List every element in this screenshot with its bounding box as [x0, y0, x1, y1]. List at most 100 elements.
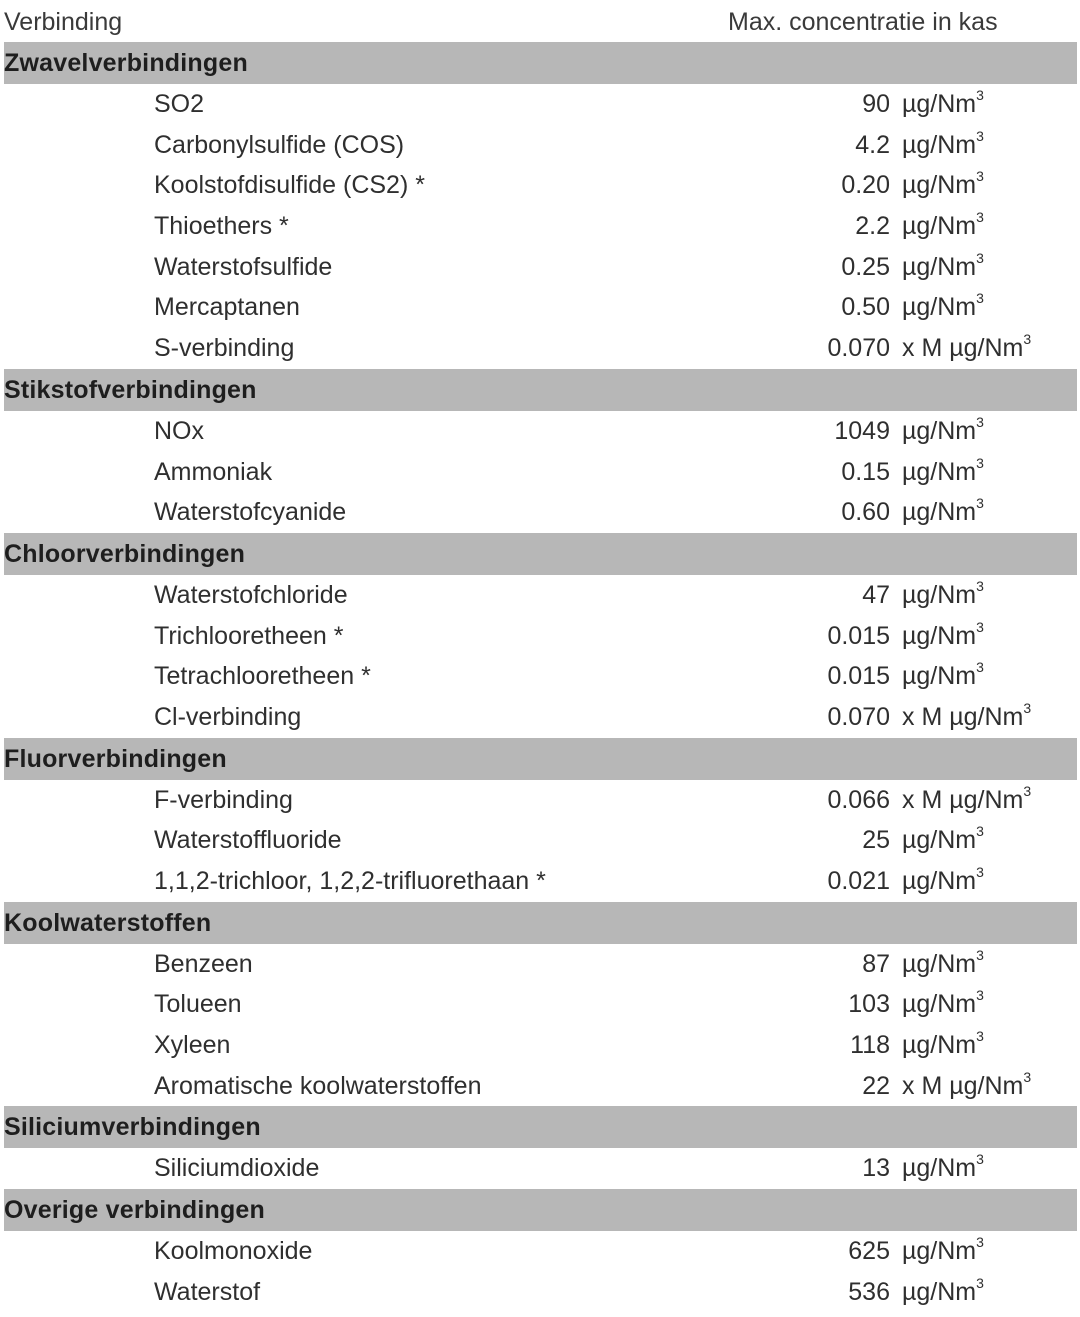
- unit-exponent: 3: [976, 209, 984, 226]
- compound-name: Ammoniak: [154, 457, 273, 486]
- concentration-unit: µg/Nm3: [902, 659, 984, 691]
- compound-name: Siliciumdioxide: [154, 1154, 320, 1183]
- concentration-unit: x M µg/Nm3: [902, 1070, 1031, 1101]
- section-header: Stikstofverbindingen: [4, 368, 1077, 411]
- concentration-value: 0.25: [841, 252, 890, 281]
- section-label: Fluorverbindingen: [4, 744, 227, 773]
- unit-exponent: 3: [976, 1028, 984, 1045]
- concentration-value: 103: [848, 990, 890, 1019]
- concentration-value: 22: [862, 1071, 890, 1100]
- concentration-value: 0.070: [827, 334, 890, 363]
- table-row: Mercaptanen 0.50 µg/Nm3: [0, 287, 1080, 328]
- table-row: Waterstoffluoride 25 µg/Nm3: [0, 820, 1080, 861]
- section-header: Siliciumverbindingen: [4, 1106, 1077, 1149]
- concentration-unit: µg/Nm3: [902, 1028, 984, 1060]
- unit-text: x M µg/Nm: [902, 702, 1024, 731]
- table-row: Benzeen 87 µg/Nm3: [0, 944, 1080, 985]
- unit-exponent: 3: [976, 290, 984, 307]
- compound-name: Benzeen: [154, 949, 253, 978]
- unit-text: µg/Nm: [902, 1154, 977, 1183]
- table-row: Tolueen 103 µg/Nm3: [0, 984, 1080, 1025]
- table-row: Tetrachlooretheen * 0.015 µg/Nm3: [0, 656, 1080, 697]
- unit-exponent: 3: [976, 946, 984, 963]
- unit-text: µg/Nm: [902, 1277, 977, 1306]
- table-row: SO2 90 µg/Nm3: [0, 84, 1080, 125]
- unit-exponent: 3: [976, 823, 984, 840]
- unit-exponent: 3: [976, 168, 984, 185]
- unit-exponent: 3: [976, 987, 984, 1004]
- column-header-max-concentration: Max. concentratie in kas: [728, 8, 998, 36]
- compound-name: Mercaptanen: [154, 293, 300, 322]
- concentration-unit: x M µg/Nm3: [902, 701, 1031, 732]
- section-header: Overige verbindingen: [4, 1189, 1077, 1232]
- section-label: Siliciumverbindingen: [4, 1113, 261, 1142]
- table-row: Siliciumdioxide 13 µg/Nm3: [0, 1148, 1080, 1189]
- unit-text: µg/Nm: [902, 949, 977, 978]
- compound-name: Xyleen: [154, 1031, 231, 1060]
- concentration-unit: µg/Nm3: [902, 946, 984, 979]
- concentration-unit: µg/Nm3: [902, 290, 984, 322]
- section-label: Overige verbindingen: [4, 1196, 266, 1225]
- unit-exponent: 3: [976, 1274, 984, 1291]
- compound-name: Carbonylsulfide (COS): [154, 130, 405, 159]
- compound-name: Koolmonoxide: [154, 1237, 313, 1266]
- unit-text: µg/Nm: [902, 252, 977, 281]
- compound-name: Waterstof: [154, 1277, 261, 1306]
- unit-text: µg/Nm: [902, 990, 977, 1019]
- compound-name: Waterstofsulfide: [154, 252, 333, 281]
- concentration-unit: µg/Nm3: [902, 620, 984, 651]
- table-row: Waterstofcyanide 0.60 µg/Nm3: [0, 492, 1080, 533]
- concentration-unit: µg/Nm3: [902, 209, 984, 241]
- unit-text: µg/Nm: [902, 293, 977, 322]
- unit-exponent: 3: [976, 413, 984, 430]
- unit-text: x M µg/Nm: [902, 785, 1024, 814]
- unit-text: µg/Nm: [902, 580, 977, 609]
- concentration-value: 0.070: [827, 702, 890, 731]
- table-header: Verbinding Max. concentratie in kas: [0, 0, 1080, 42]
- compound-name: Cl-verbinding: [154, 702, 302, 731]
- table-row: Waterstof 536 µg/Nm3: [0, 1272, 1080, 1313]
- table-row: Thioethers * 2.2 µg/Nm3: [0, 206, 1080, 247]
- unit-text: µg/Nm: [902, 457, 977, 486]
- unit-text: µg/Nm: [902, 826, 977, 855]
- unit-exponent: 3: [1023, 782, 1032, 799]
- table-row: Aromatische koolwaterstoffen 22 x M µg/Nm3: [0, 1066, 1080, 1107]
- unit-text: µg/Nm: [902, 212, 977, 241]
- table-row: Xyleen 118 µg/Nm3: [0, 1025, 1080, 1066]
- unit-text: µg/Nm: [902, 130, 977, 159]
- section-label: Koolwaterstoffen: [4, 908, 212, 937]
- table-row: Ammoniak 0.15 µg/Nm3: [0, 452, 1080, 493]
- concentration-unit: µg/Nm3: [902, 823, 984, 855]
- compound-name: Trichlooretheen *: [154, 621, 344, 650]
- table-row: S-verbinding 0.070 x M µg/Nm3: [0, 328, 1080, 369]
- compound-name: 1,1,2-trichloor, 1,2,2-trifluorethaan *: [154, 867, 546, 895]
- concentration-value: 25: [862, 826, 890, 855]
- concentration-unit: µg/Nm3: [902, 168, 984, 200]
- unit-exponent: 3: [976, 659, 984, 676]
- concentration-value: 536: [848, 1277, 890, 1306]
- concentration-unit: x M µg/Nm3: [902, 332, 1031, 363]
- concentration-value: 1049: [834, 416, 890, 445]
- unit-text: x M µg/Nm: [902, 1071, 1024, 1100]
- concentration-unit: x M µg/Nm3: [902, 782, 1032, 815]
- concentration-unit: µg/Nm3: [902, 579, 984, 610]
- concentration-value: 2.2: [855, 212, 890, 241]
- unit-text: µg/Nm: [902, 1237, 977, 1266]
- concentration-unit: µg/Nm3: [902, 251, 984, 282]
- concentration-value: 625: [848, 1237, 890, 1266]
- compound-name: NOx: [154, 416, 204, 445]
- table-row: Carbonylsulfide (COS) 4.2 µg/Nm3: [0, 125, 1080, 166]
- compound-name: F-verbinding: [154, 785, 293, 814]
- section-header: Zwavelverbindingen: [4, 42, 1077, 84]
- section-header: Fluorverbindingen: [4, 737, 1077, 780]
- section-label: Chloorverbindingen: [4, 539, 246, 568]
- concentration-value: 87: [862, 949, 890, 978]
- concentration-value: 0.015: [827, 662, 890, 691]
- compound-name: Koolstofdisulfide (CS2) *: [154, 171, 425, 200]
- table-row: Koolmonoxide 625 µg/Nm3: [0, 1231, 1080, 1272]
- concentration-unit: µg/Nm3: [902, 1235, 984, 1266]
- table-row: 1,1,2-trichloor, 1,2,2-trifluorethaan * 0…: [0, 861, 1080, 902]
- unit-exponent: 3: [976, 495, 984, 512]
- table-row: Trichlooretheen * 0.015 µg/Nm3: [0, 616, 1080, 657]
